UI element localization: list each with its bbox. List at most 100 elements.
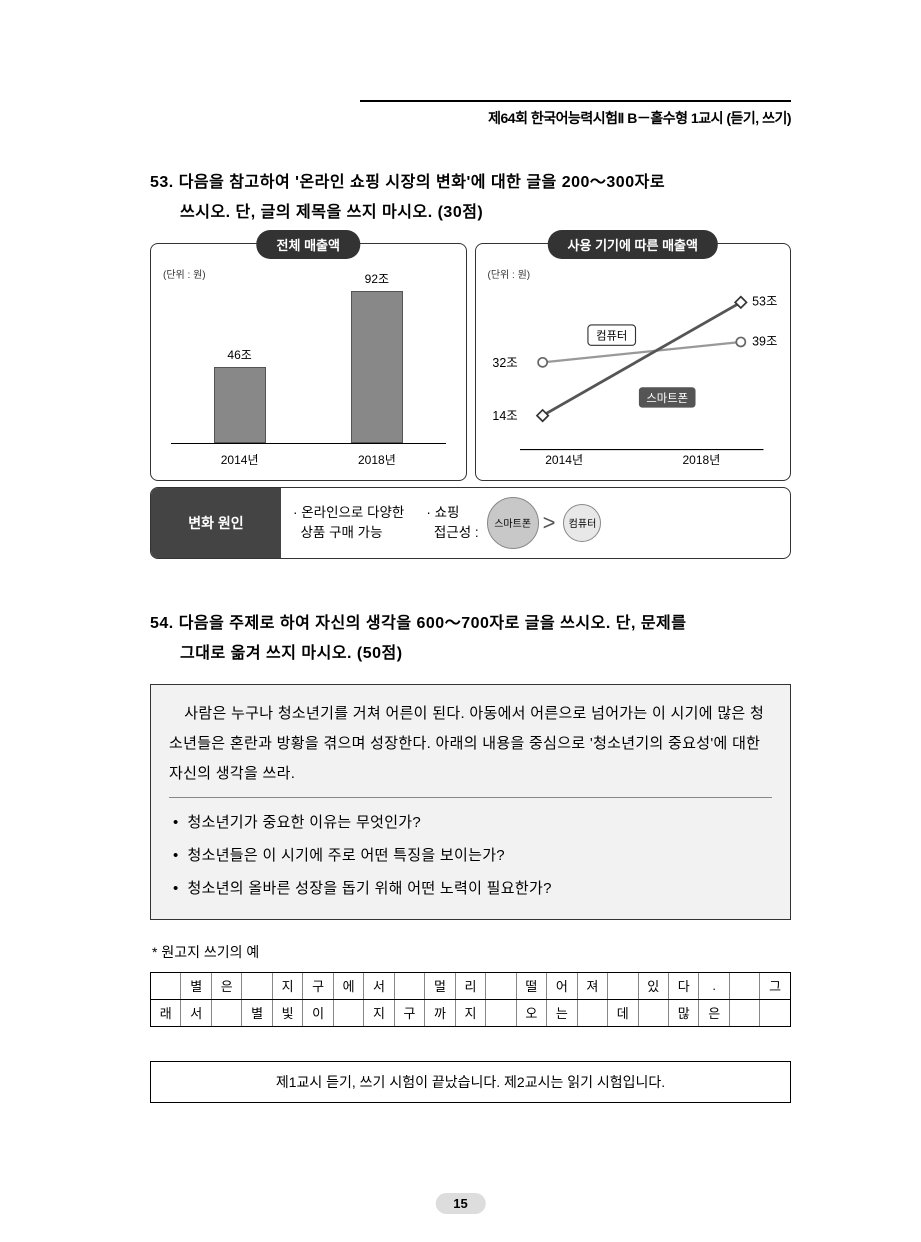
reason-content: · 온라인으로 다양한 상품 구매 가능 · 쇼핑 접근성 : 스마트폰 > 컴…	[281, 497, 790, 549]
greater-than-icon: >	[543, 510, 556, 536]
manuscript-cell: 지	[364, 1000, 394, 1026]
reason-item2: · 쇼핑 접근성 :	[426, 503, 478, 544]
q54-number: 54.	[150, 615, 174, 632]
q54-bullets: • 청소년기가 중요한 이유는 무엇인가? • 청소년들은 이 시기에 주로 어…	[169, 806, 772, 905]
bar-2018: 92조	[347, 270, 407, 443]
manuscript-cell: 에	[334, 973, 364, 999]
q54-line2: 그대로 옮겨 쓰지 마시오. (50점)	[150, 645, 403, 662]
header-rule	[360, 100, 791, 102]
manuscript-cell	[486, 973, 516, 999]
legend-smartphone: 스마트폰	[646, 392, 688, 405]
q54-line1: 다음을 주제로 하여 자신의 생각을 600～700자로 글을 쓰시오. 단, …	[179, 615, 687, 632]
q53-number: 53.	[150, 174, 174, 191]
manuscript-cell: 그	[760, 973, 789, 999]
bar-2014: 46조	[210, 346, 270, 443]
line-chart-box: 사용 기기에 따른 매출액 (단위 : 원) 32조 14조 53조 39조 컴…	[475, 243, 792, 481]
q54-prompt: 54. 다음을 주제로 하여 자신의 생각을 600～700자로 글을 쓰시오.…	[150, 609, 791, 670]
bar-x-2014: 2014년	[221, 451, 259, 468]
manuscript-cell	[578, 1000, 608, 1026]
bullet-2-text: 청소년들은 이 시기에 주로 어떤 특징을 보이는가?	[188, 847, 505, 864]
line-x-2018: 2018년	[683, 451, 721, 468]
manuscript-cell: 서	[181, 1000, 211, 1026]
manuscript-cell	[730, 1000, 760, 1026]
line-x-2014: 2014년	[545, 451, 583, 468]
manuscript-cell	[730, 973, 760, 999]
manuscript-cell: 지	[273, 973, 303, 999]
manuscript-cell: 별	[242, 1000, 272, 1026]
manuscript-cell: 많	[669, 1000, 699, 1026]
bullet-2: • 청소년들은 이 시기에 주로 어떤 특징을 보이는가?	[173, 839, 772, 872]
manuscript-cell: 빛	[273, 1000, 303, 1026]
manuscript-cell	[334, 1000, 364, 1026]
manuscript-cell: 져	[578, 973, 608, 999]
q53-prompt: 53. 다음을 참고하여 '온라인 쇼핑 시장의 변화'에 대한 글을 200～…	[150, 168, 791, 229]
manuscript-cell: 래	[151, 1000, 181, 1026]
reason-label: 변화 원인	[151, 488, 281, 558]
manuscript-grid: 별은지구에서멀리떨어져있다.그 래서별빛이지구까지오는데많은	[150, 972, 791, 1027]
manuscript-cell: 리	[456, 973, 486, 999]
bullet-3: • 청소년의 올바른 성장을 돕기 위해 어떤 노력이 필요한가?	[173, 872, 772, 905]
manuscript-cell: 다	[669, 973, 699, 999]
charts-row: 전체 매출액 (단위 : 원) 46조 92조 2014년 2018년 사용 기…	[150, 243, 791, 481]
bar-2014-rect	[214, 367, 266, 443]
reason-box: 변화 원인 · 온라인으로 다양한 상품 구매 가능 · 쇼핑 접근성 : 스마…	[150, 487, 791, 559]
circle-smartphone: 스마트폰	[487, 497, 539, 549]
bar-2018-rect	[351, 291, 403, 443]
manuscript-cell	[608, 973, 638, 999]
manuscript-cell: .	[699, 973, 729, 999]
bullet-1-text: 청소년기가 중요한 이유는 무엇인가?	[188, 814, 422, 831]
manuscript-cell	[639, 1000, 669, 1026]
bar-area: 46조 92조	[171, 279, 446, 444]
manuscript-cell	[486, 1000, 516, 1026]
manuscript-cell	[151, 973, 181, 999]
bar-2014-label: 46조	[227, 346, 251, 363]
bar-x-labels: 2014년 2018년	[171, 451, 446, 468]
manuscript-cell: 데	[608, 1000, 638, 1026]
q54-divider	[169, 797, 772, 798]
q53-line1: 다음을 참고하여 '온라인 쇼핑 시장의 변화'에 대한 글을 200～300자…	[179, 174, 665, 191]
manuscript-cell	[242, 973, 272, 999]
line-val-53: 53조	[752, 294, 777, 308]
manuscript-cell	[395, 973, 425, 999]
bullet-1: • 청소년기가 중요한 이유는 무엇인가?	[173, 806, 772, 839]
bar-2018-label: 92조	[365, 270, 389, 287]
manuscript-cell: 있	[639, 973, 669, 999]
manuscript-cell	[760, 1000, 789, 1026]
line-val-14: 14조	[492, 409, 517, 423]
page-number: 15	[435, 1193, 485, 1214]
manuscript-cell: 떨	[517, 973, 547, 999]
line-chart-svg: 32조 14조 53조 39조 컴퓨터 스마트폰	[486, 274, 780, 467]
bar-chart-title: 전체 매출액	[257, 230, 360, 259]
manuscript-cell: 지	[456, 1000, 486, 1026]
manuscript-cell: 오	[517, 1000, 547, 1026]
reason-item1: · 온라인으로 다양한 상품 구매 가능	[293, 503, 404, 544]
bar-x-2018: 2018년	[358, 451, 396, 468]
manuscript-cell: 별	[181, 973, 211, 999]
manuscript-cell: 까	[425, 1000, 455, 1026]
manuscript-cell: 이	[303, 1000, 333, 1026]
line-val-32: 32조	[492, 356, 517, 370]
line-x-labels: 2014년 2018년	[496, 451, 771, 468]
manuscript-cell: 구	[303, 973, 333, 999]
manuscript-cell: 구	[395, 1000, 425, 1026]
manuscript-cell: 는	[547, 1000, 577, 1026]
bar-chart-box: 전체 매출액 (단위 : 원) 46조 92조 2014년 2018년	[150, 243, 467, 481]
manuscript-cell: 은	[212, 973, 242, 999]
manuscript-cell: 서	[364, 973, 394, 999]
q53-line2: 쓰시오. 단, 글의 제목을 쓰지 마시오. (30점)	[150, 204, 483, 221]
bullet-3-text: 청소년의 올바른 성장을 돕기 위해 어떤 노력이 필요한가?	[188, 880, 552, 897]
manuscript-cell	[212, 1000, 242, 1026]
footer-box: 제1교시 듣기, 쓰기 시험이 끝났습니다. 제2교시는 읽기 시험입니다.	[150, 1061, 791, 1103]
header-text: 제64회 한국어능력시험Ⅱ B－홀수형 1교시 (듣기, 쓰기)	[150, 108, 791, 128]
manuscript-cell: 어	[547, 973, 577, 999]
q54-box: 사람은 누구나 청소년기를 거쳐 어른이 된다. 아동에서 어른으로 넘어가는 …	[150, 684, 791, 920]
q54-paragraph: 사람은 누구나 청소년기를 거쳐 어른이 된다. 아동에서 어른으로 넘어가는 …	[169, 699, 772, 789]
manuscript-cell: 멀	[425, 973, 455, 999]
legend-computer: 컴퓨터	[596, 329, 627, 342]
manuscript-row-1: 별은 지구에서 멀리 떨어져 있다. 그	[151, 973, 790, 1000]
line-val-39: 39조	[752, 334, 777, 348]
manuscript-row-2: 래서별빛이지구까지오는데많은	[151, 1000, 790, 1026]
circle-computer: 컴퓨터	[563, 504, 601, 542]
manuscript-cell: 은	[699, 1000, 729, 1026]
line-chart-title: 사용 기기에 따른 매출액	[548, 230, 718, 259]
